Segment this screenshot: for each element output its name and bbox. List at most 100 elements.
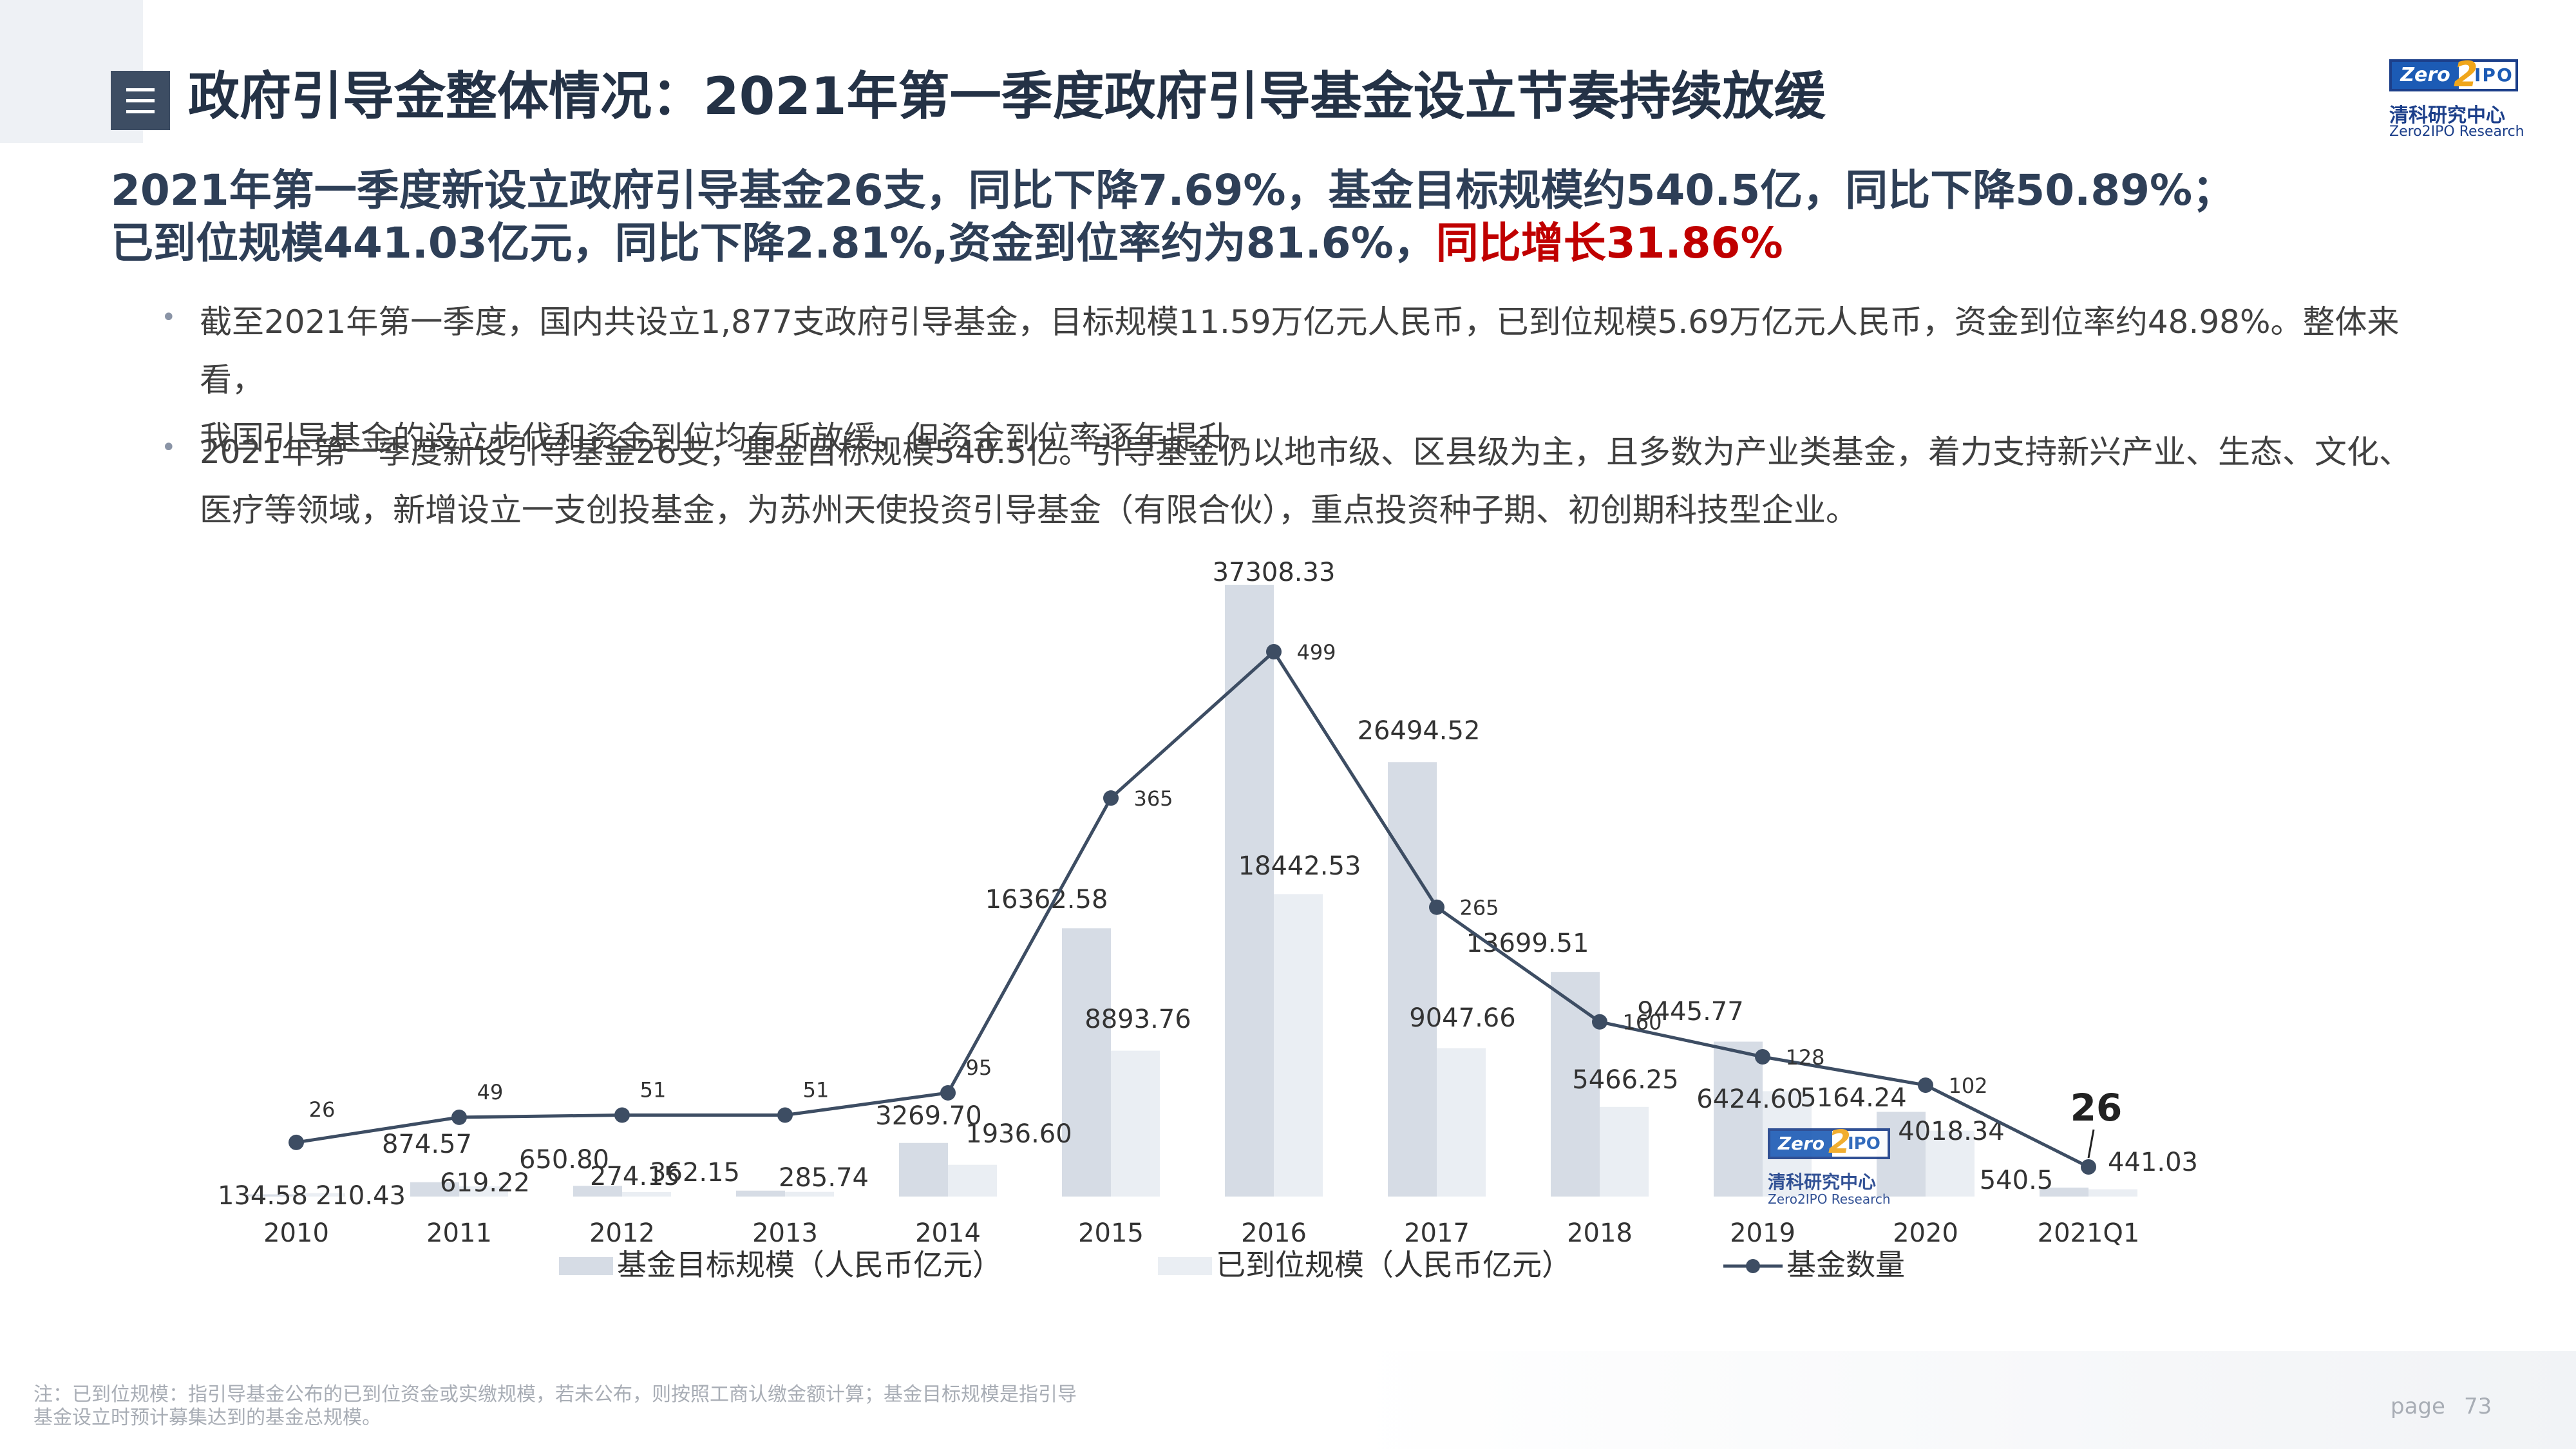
x-tick-label: 2015 [1078,1218,1144,1248]
fund-count-point [1755,1048,1770,1065]
fund-count-label: 365 [1133,786,1173,811]
fund-count-label: 265 [1459,896,1499,920]
target-scale-label: 5164.24 [1800,1083,1906,1113]
x-tick-label: 2014 [915,1218,981,1248]
paid-in-label: 285.74 [779,1163,869,1193]
fund-count-point [451,1109,467,1125]
bullet-dot-icon: • [161,303,176,332]
paid-in-bar [1926,1130,1975,1197]
target-scale-label: 540.5 [1980,1166,2054,1195]
paid-in-label: 9047.66 [1409,1003,1515,1033]
x-tick-label: 2011 [426,1218,492,1248]
page-title: 政府引导金整体情况：2021年第一季度政府引导基金设立节奏持续放缓 [188,66,1826,126]
target-scale-bar [1714,1041,1763,1197]
fund-count-point [777,1107,793,1123]
x-tick-label: 2012 [589,1218,655,1248]
fund-count-label: 49 [477,1080,504,1104]
footnote: 注：已到位规模：指引导基金公布的已到位资金或实缴规模，若未公布，则按照工商认缴金… [33,1383,1077,1429]
target-scale-label: 37308.33 [1213,558,1336,587]
headline-highlight: 同比增长31.86% [1435,218,1783,268]
target-scale-bar [1225,585,1274,1197]
headline-line-1: 2021年第一季度新设立政府引导基金26支，同比下降7.69%，基金目标规模约5… [111,166,2235,215]
target-scale-label: 134.58 [218,1181,308,1211]
bullet-2: 2021年第一季度新设引导基金26支，基金目标规模540.5亿。引导基金仍以地市… [200,433,2412,529]
fund-count-label: 499 [1296,640,1336,665]
legend-swatch-target-scale [559,1257,613,1275]
legend-label-target-scale: 基金目标规模（人民币亿元） [617,1247,1002,1282]
paid-in-bar [1600,1106,1649,1197]
fund-count-label: 160 [1622,1010,1662,1035]
bullet-dot-icon: • [161,433,176,462]
fund-count-point [940,1084,956,1101]
legend-label-paid-in: 已到位规模（人民币亿元） [1216,1247,1571,1282]
target-scale-label: 874.57 [382,1130,472,1159]
paid-in-label: 5466.25 [1572,1065,1678,1095]
x-tick-label: 2016 [1241,1218,1307,1248]
legend-swatch-paid-in [1158,1257,1212,1275]
target-scale-label: 362.15 [650,1158,740,1188]
target-scale-bar [2040,1188,2088,1197]
x-tick-label: 2010 [263,1218,329,1248]
paid-in-bar [2088,1189,2137,1197]
footer-band [1352,1351,2576,1449]
fund-count-label: 128 [1785,1045,1824,1070]
target-scale-bar [899,1142,948,1197]
page-label: page [2391,1394,2445,1419]
paid-in-label: 18442.53 [1238,851,1361,881]
headline: 2021年第一季度新设立政府引导基金26支，同比下降7.69%，基金目标规模约5… [111,164,2235,270]
target-scale-bar [247,1194,296,1197]
fund-count-point [289,1134,304,1150]
x-tick-label: 2019 [1730,1218,1795,1248]
legend-label-fund-count: 基金数量 [1786,1247,1905,1282]
paid-in-bar [1274,894,1323,1197]
zero2ipo-logo: Zero 2 IPO 清科研究中心 Zero2IPO Research [2389,54,2524,140]
target-scale-bar [1551,972,1600,1197]
fund-count-point [1429,899,1444,915]
fund-chart: 134.58 210.43 874.57 619.22650.80274.15362.… [218,558,2198,1282]
target-scale-label: 9445.77 [1637,997,1743,1027]
x-tick-label: 2021Q1 [2038,1218,2140,1248]
paid-in-bar [622,1192,671,1197]
fund-count-line [296,649,2090,1169]
target-scale-bar [410,1182,459,1197]
x-tick-label: 2018 [1567,1218,1633,1248]
target-scale-bar [736,1190,785,1197]
paid-in-bar [459,1186,508,1197]
target-scale-label: 13699.51 [1466,929,1589,958]
bullet-1: 截至2021年第一季度，国内共设立1,877支政府引导基金，目标规模11.59万… [200,303,2400,457]
paid-in-label: 210.43 [316,1181,406,1211]
paid-in-bar [296,1193,345,1197]
paid-in-label: 6424.60 [1696,1084,1803,1114]
target-scale-bar [573,1186,622,1197]
zero2ipo-watermark: Zero 2 IPO 清科研究中心 Zero2IPO Research [1768,1123,1891,1207]
paid-in-bar [785,1191,834,1197]
fund-count-label: 51 [640,1078,667,1103]
fund-count-point [1592,1014,1607,1030]
x-tick-label: 2020 [1893,1218,1958,1248]
paid-in-label: 619.22 [440,1168,530,1198]
legend-swatch-point [1746,1259,1760,1273]
fund-count-point [1918,1077,1933,1094]
paid-in-label: 1936.60 [965,1119,1072,1149]
fund-count-label: 102 [1948,1074,1987,1098]
paid-in-label: 8893.76 [1084,1005,1191,1034]
menu-icon [111,71,170,130]
fund-count-point [614,1107,630,1123]
fund-count-label: 26 [309,1097,336,1122]
paid-in-label: 4018.34 [1898,1117,2004,1146]
target-scale-label: 650.80 [519,1145,609,1175]
paid-in-bar [1111,1050,1160,1197]
fund-count-point [1266,644,1282,659]
x-tick-label: 2017 [1404,1218,1470,1248]
fund-count-label: 95 [966,1056,992,1080]
paid-in-bar [948,1164,997,1197]
page-number: 73 [2464,1394,2492,1419]
target-scale-bar [1388,762,1437,1197]
headline-line-2: 已到位规模441.03亿元，同比下降2.81%,资金到位率约为81.6%，同比增… [111,218,1783,268]
fund-count-label: 51 [803,1078,829,1103]
paid-in-label: 441.03 [2108,1148,2198,1177]
highlight-leader-line [2087,1129,2095,1159]
target-scale-label: 16362.58 [985,885,1108,914]
paid-in-label: 274.15 [590,1162,680,1191]
x-tick-label: 2013 [752,1218,818,1248]
